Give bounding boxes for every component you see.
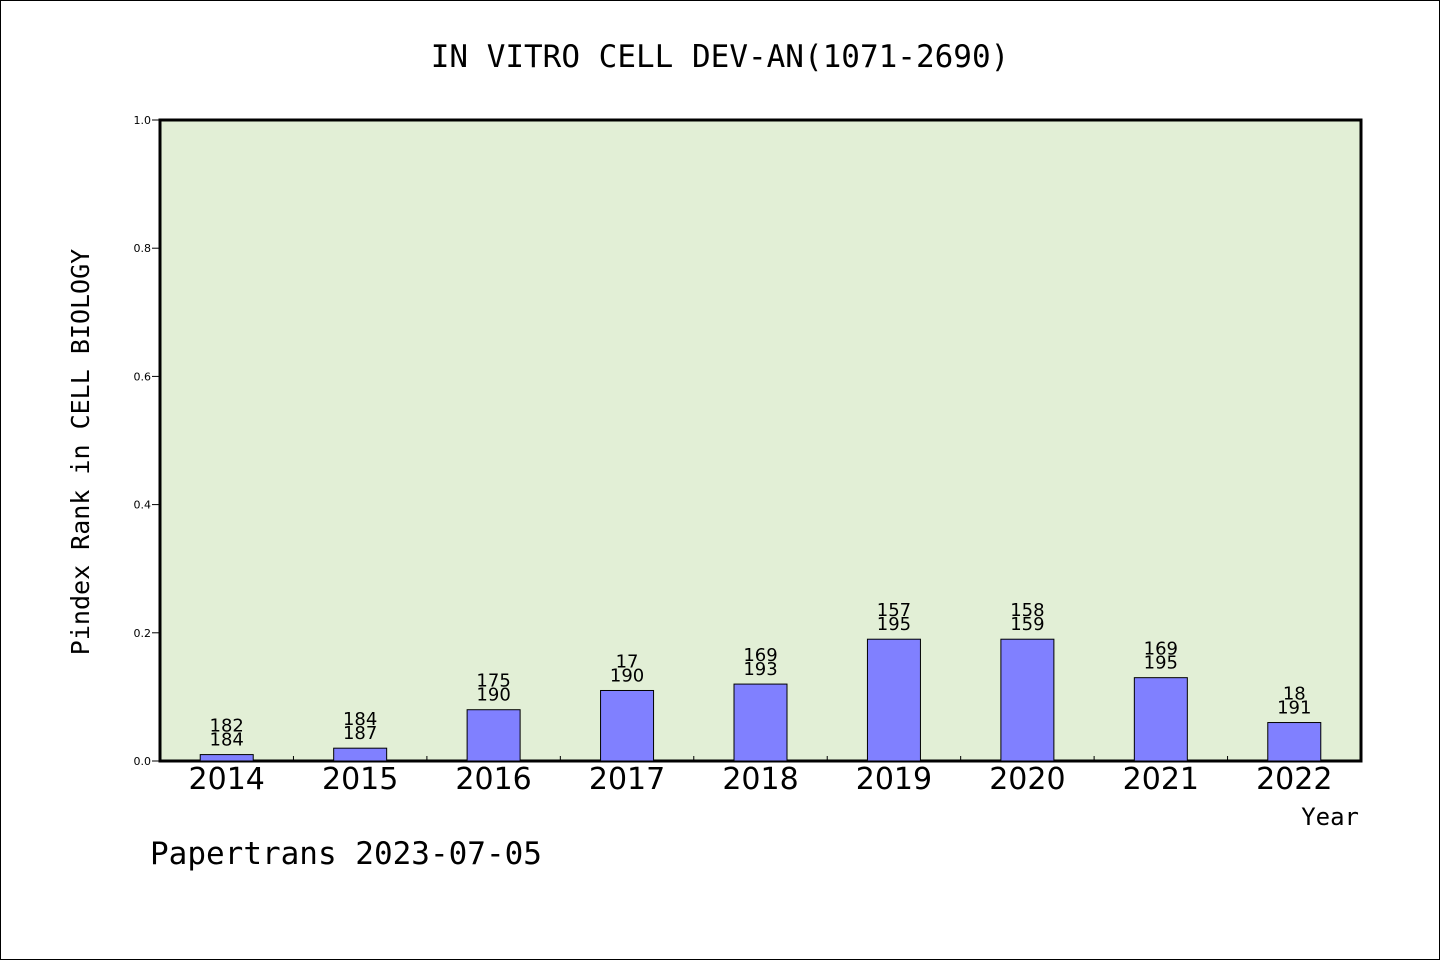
- data-label-bottom: 187: [343, 723, 377, 744]
- bar-2020: [1000, 638, 1055, 762]
- x-tick-label: 2017: [589, 762, 665, 797]
- x-tick-label: 2020: [989, 762, 1065, 797]
- x-tick-label: 2014: [189, 762, 265, 797]
- bar-2015: [333, 747, 388, 762]
- bar-2014: [199, 754, 254, 762]
- x-axis: 2014 2015 2016 2017 2018 2019 2020 2021 2022: [189, 756, 1332, 797]
- data-label-top: 17: [616, 651, 639, 672]
- chart-title: IN VITRO CELL DEV-AN(1071-2690): [431, 39, 1010, 75]
- bar-2021: [1133, 677, 1188, 762]
- data-label-bottom: 195: [877, 614, 911, 635]
- data-label-bottom: 190: [476, 685, 510, 706]
- data-labels-group: 1821841841871751901719016919315719515815…: [210, 600, 1312, 750]
- x-axis-label: Year: [1301, 803, 1359, 831]
- bar-2018: [733, 683, 788, 762]
- data-label-top: 169: [1144, 639, 1178, 660]
- data-label-top: 175: [476, 671, 510, 692]
- data-label-top: 169: [743, 645, 777, 666]
- x-tick-label: 2022: [1256, 762, 1332, 797]
- bar-2016: [466, 709, 521, 762]
- data-label-bottom: 190: [610, 665, 644, 686]
- y-axis-label: Pindex Rank in CELL BIOLOGY: [66, 249, 95, 655]
- data-label-bottom: 184: [210, 730, 244, 751]
- data-label-top: 157: [877, 600, 911, 621]
- x-tick-label: 2018: [722, 762, 798, 797]
- x-tick-label: 2019: [856, 762, 932, 797]
- bar-2022: [1267, 722, 1322, 762]
- y-tick-label: 0.2: [134, 627, 152, 640]
- data-label-bottom: 159: [1010, 614, 1044, 635]
- y-tick-label: 0.8: [134, 242, 152, 255]
- data-label-top: 184: [343, 709, 377, 730]
- data-label-top: 158: [1010, 600, 1044, 621]
- watermark: Papertrans 2023-07-05: [150, 836, 542, 872]
- y-tick-label: 0.6: [134, 370, 152, 383]
- x-tick-label: 2016: [455, 762, 531, 797]
- y-tick-label: 0.0: [134, 755, 152, 768]
- bar-2017: [600, 689, 655, 762]
- y-tick-label: 1.0: [134, 114, 152, 127]
- y-tick-label: 0.4: [134, 499, 152, 512]
- data-label-bottom: 193: [743, 659, 777, 680]
- data-label-top: 18: [1283, 684, 1306, 705]
- data-label-bottom: 195: [1144, 653, 1178, 674]
- x-tick-label: 2015: [322, 762, 398, 797]
- data-label-bottom: 191: [1277, 698, 1311, 719]
- bar-2019: [866, 638, 921, 762]
- data-label-top: 182: [210, 716, 244, 737]
- x-tick-label: 2021: [1123, 762, 1199, 797]
- bars-group: [199, 638, 1322, 762]
- plot-area: [158, 118, 1363, 763]
- y-axis: 0.0 0.2 0.4 0.6 0.8 1.0: [134, 114, 160, 768]
